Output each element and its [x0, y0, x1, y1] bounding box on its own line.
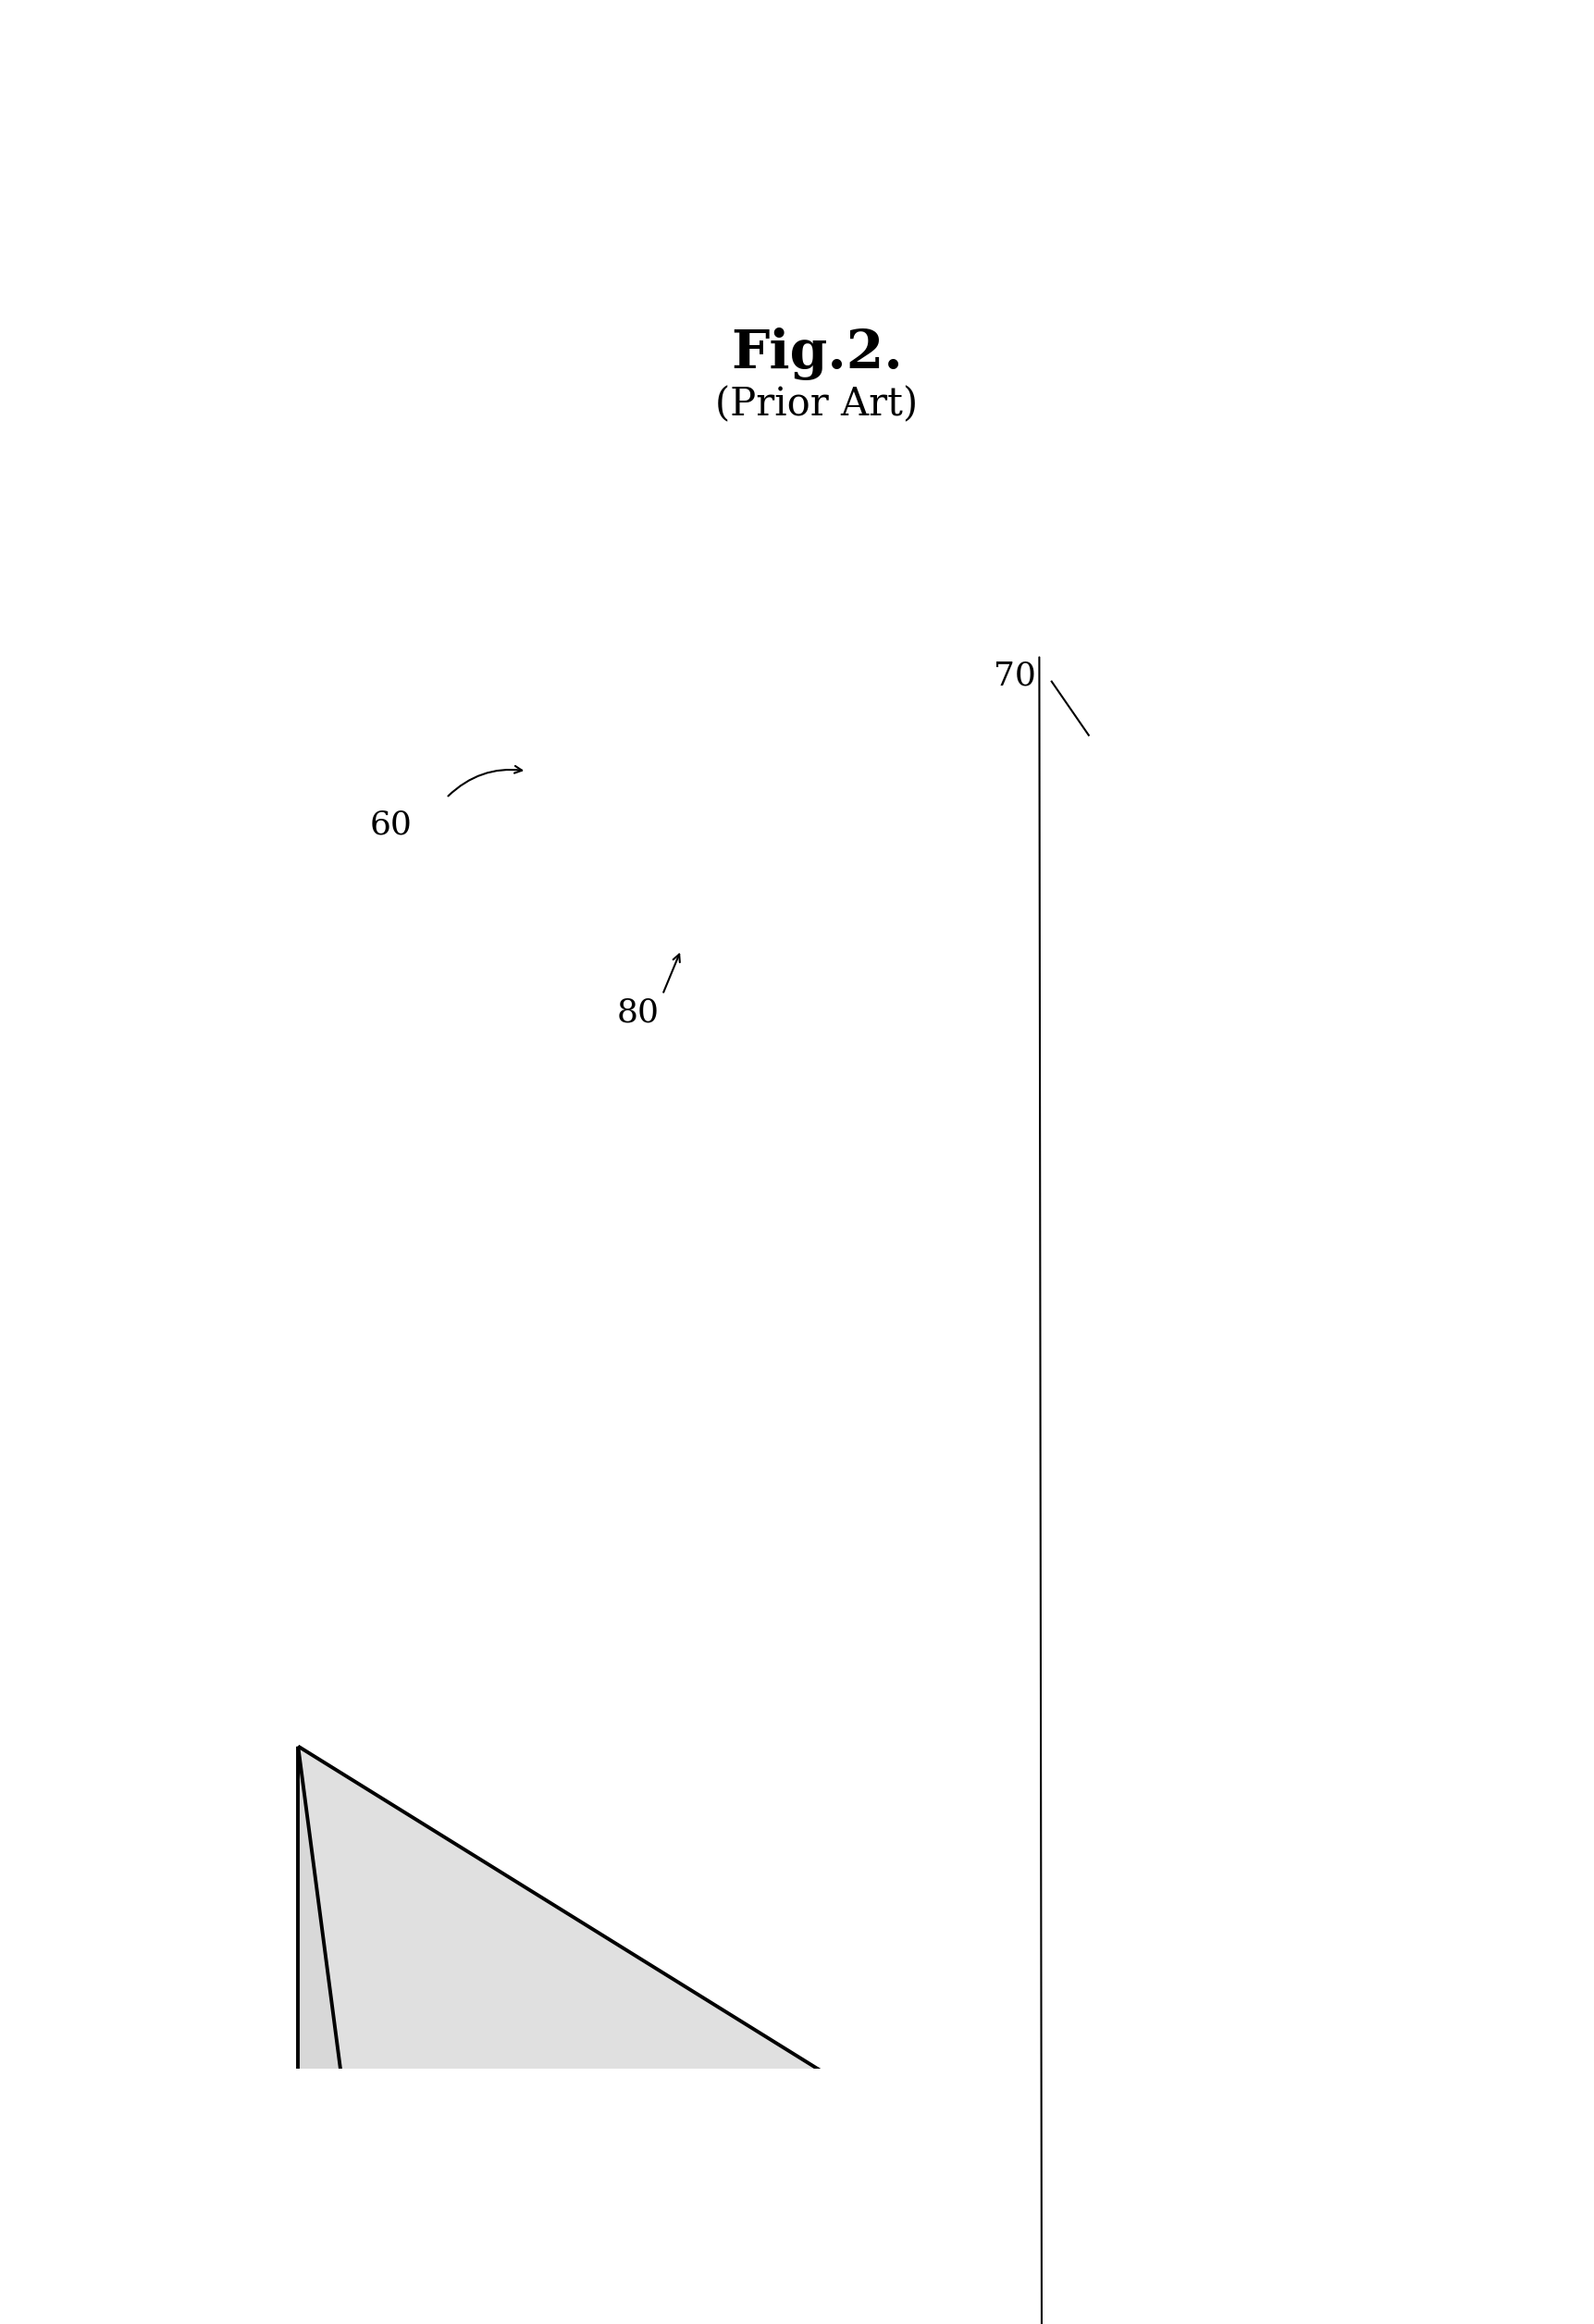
Polygon shape: [298, 1745, 1250, 2324]
Text: 70: 70: [993, 660, 1036, 693]
Text: 60: 60: [370, 809, 411, 841]
Text: Fig.2.: Fig.2.: [732, 328, 902, 381]
Text: (Prior Art): (Prior Art): [716, 386, 918, 423]
Text: 80: 80: [617, 997, 658, 1027]
Polygon shape: [298, 1745, 1097, 2324]
